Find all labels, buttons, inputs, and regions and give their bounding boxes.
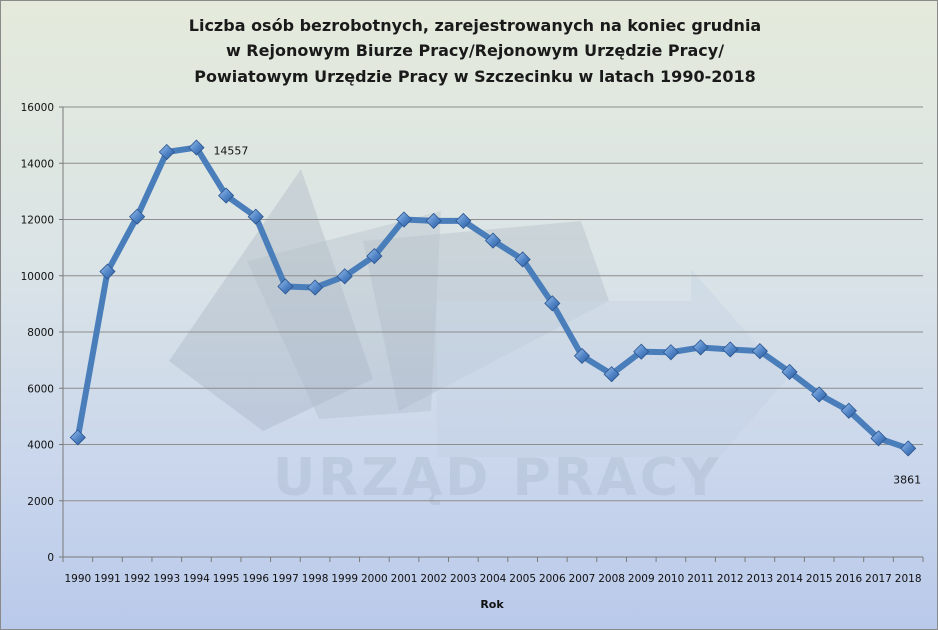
x-tick-label: 2017 [865,573,892,585]
data-point-marker [603,366,620,383]
data-point-marker [840,402,857,419]
data-point-marker [158,143,175,161]
y-tick-label: 12000 [21,215,54,227]
data-point-marker [900,440,917,457]
y-tick-labels: 0 2000 4000 6000 8000 10000 12000 14000 16000 [21,102,63,564]
y-tick-label: 8000 [27,327,54,339]
x-tick-label: 2004 [480,573,507,585]
data-point-marker [573,347,591,364]
x-tick-label: 2018 [895,573,922,585]
y-tick-label: 6000 [27,383,54,395]
data-point-marker [366,247,383,265]
x-tick-label: 2015 [806,573,833,585]
x-tick-label: 2011 [687,573,714,585]
watermark-shape-left [169,169,373,431]
x-tick-label: 2003 [450,573,477,585]
data-point-marker [425,212,442,229]
data-point-marker [277,278,294,295]
y-tick-label: 2000 [27,496,54,508]
x-tick-label: 2002 [420,573,447,585]
watermark-text: URZĄD PRACY [273,448,722,508]
x-tick-label: 1994 [183,573,210,585]
chart-title-line-1: Liczba osób bezrobotnych, zarejestrowany… [189,16,761,35]
data-point-marker [188,139,205,156]
watermark-shape-middle [247,211,441,419]
data-point-marker [751,343,768,360]
x-tick-label: 2007 [569,573,596,585]
data-labels: 14557 3861 [213,145,921,487]
data-point-marker [811,386,828,403]
data-point-marker [218,187,235,204]
x-tick-label: 1995 [213,573,240,585]
data-point-marker [307,279,324,296]
x-tick-label: 2001 [391,573,418,585]
x-tick-label: 2006 [539,573,566,585]
x-tick-label: 2000 [361,573,388,585]
x-tick-label: 1993 [153,573,180,585]
data-point-marker [633,343,650,360]
x-tick-label: 1999 [331,573,358,585]
data-label: 3861 [893,473,921,486]
x-tick-label: 2009 [628,573,655,585]
x-tick-label: 1992 [124,573,151,585]
x-tick-label: 1990 [64,573,91,585]
x-tick-label: 2016 [835,573,862,585]
watermark-shape-right [363,221,609,411]
data-point-marker [781,363,798,381]
data-point-marker [336,268,353,285]
x-tick-labels: 1990 1991 1992 1993 1994 1995 1996 1997 1998 1999… [62,557,924,585]
x-axis-title: Rok [480,598,504,611]
y-tick-label: 10000 [21,271,54,283]
y-tick-label: 0 [47,552,54,564]
series-markers [69,139,917,457]
x-tick-label: 1998 [302,573,329,585]
x-tick-label: 2008 [598,573,625,585]
data-point-marker [247,208,264,225]
x-tick-label: 2010 [658,573,685,585]
y-tick-label: 4000 [27,440,54,452]
chart-title-line-3: Powiatowym Urzędzie Pracy w Szczecinku w… [194,67,756,86]
chart-title: Liczba osób bezrobotnych, zarejestrowany… [189,16,761,86]
y-tick-label: 14000 [21,158,54,170]
data-point-marker [129,208,146,225]
x-tick-label: 2012 [717,573,744,585]
data-point-marker [514,251,531,268]
x-tick-label: 1996 [242,573,269,585]
data-point-marker [544,295,561,312]
data-point-marker [99,263,116,280]
data-point-marker [455,212,472,229]
data-point-marker [692,339,709,356]
chart-title-line-2: w Rejonowym Biurze Pracy/Rejonowym Urzęd… [226,41,724,60]
data-point-marker [722,341,739,358]
data-point-marker [662,344,679,361]
x-tick-label: 1997 [272,573,299,585]
data-label: 14557 [213,145,248,158]
y-tick-label: 16000 [21,102,54,114]
gridlines [63,106,923,502]
x-tick-label: 2005 [509,573,536,585]
x-tick-label: 2013 [747,573,774,585]
data-point-marker [69,429,86,446]
x-tick-label: 2014 [776,573,803,585]
data-point-marker [395,211,413,228]
data-point-marker [484,232,502,249]
x-tick-label: 1991 [94,573,121,585]
data-point-marker [870,430,887,447]
